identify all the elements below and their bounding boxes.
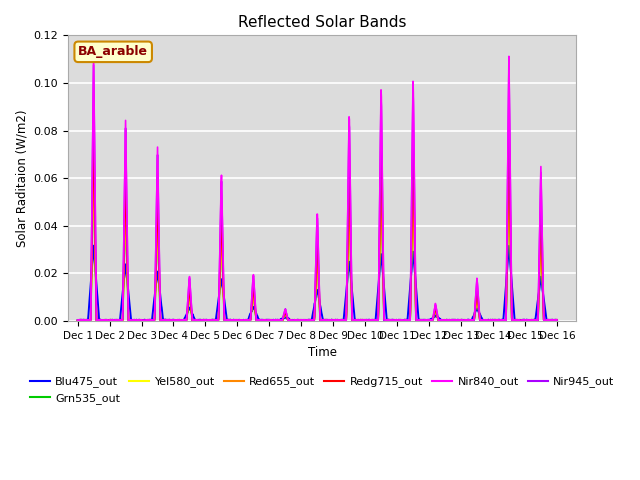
- Red655_out: [111, 317, 119, 323]
- Redg715_out: [111, 317, 119, 323]
- Red655_out: [287, 317, 295, 323]
- Blu475_out: [336, 318, 344, 324]
- Redg715_out: [347, 240, 355, 246]
- Grn535_out: [296, 317, 304, 323]
- Line: Blu475_out: Blu475_out: [77, 246, 557, 321]
- Nir945_out: [278, 318, 285, 324]
- Nir945_out: [111, 318, 119, 324]
- Yel580_out: [278, 318, 285, 324]
- Redg715_out: [353, 318, 361, 324]
- Blu475_out: [111, 317, 119, 323]
- Nir840_out: [204, 318, 212, 324]
- Blu475_out: [296, 318, 303, 324]
- Red655_out: [90, 156, 97, 161]
- Yel580_out: [347, 271, 355, 276]
- Nir840_out: [287, 317, 295, 323]
- Title: Reflected Solar Bands: Reflected Solar Bands: [238, 15, 406, 30]
- Blu475_out: [74, 317, 81, 323]
- Nir840_out: [131, 318, 138, 324]
- Nir840_out: [74, 317, 81, 323]
- Yel580_out: [553, 317, 561, 323]
- Red655_out: [296, 318, 303, 324]
- Nir945_out: [287, 317, 295, 323]
- Grn535_out: [278, 318, 285, 324]
- X-axis label: Time: Time: [308, 346, 337, 359]
- Grn535_out: [111, 318, 119, 324]
- Line: Grn535_out: Grn535_out: [77, 171, 557, 321]
- Red655_out: [553, 318, 561, 324]
- Nir840_out: [90, 52, 97, 58]
- Redg715_out: [90, 124, 97, 130]
- Blu475_out: [131, 317, 138, 323]
- Yel580_out: [90, 164, 97, 169]
- Blu475_out: [277, 317, 285, 323]
- Nir945_out: [140, 318, 148, 324]
- Line: Red655_out: Red655_out: [77, 158, 557, 321]
- Redg715_out: [287, 317, 295, 323]
- Grn535_out: [553, 317, 561, 323]
- Grn535_out: [347, 272, 355, 277]
- Grn535_out: [74, 317, 81, 323]
- Red655_out: [277, 317, 285, 323]
- Grn535_out: [116, 318, 124, 324]
- Redg715_out: [74, 318, 81, 324]
- Nir945_out: [131, 317, 138, 323]
- Nir945_out: [74, 317, 81, 323]
- Yel580_out: [131, 317, 138, 323]
- Blu475_out: [90, 243, 97, 249]
- Grn535_out: [90, 168, 97, 174]
- Line: Redg715_out: Redg715_out: [77, 127, 557, 321]
- Red655_out: [397, 318, 404, 324]
- Yel580_out: [111, 317, 119, 323]
- Nir840_out: [278, 318, 285, 324]
- Nir840_out: [111, 317, 119, 323]
- Grn535_out: [287, 317, 295, 323]
- Yel580_out: [163, 318, 171, 324]
- Text: BA_arable: BA_arable: [78, 45, 148, 58]
- Yel580_out: [287, 317, 295, 323]
- Grn535_out: [131, 317, 139, 323]
- Line: Nir945_out: Nir945_out: [77, 65, 557, 321]
- Redg715_out: [553, 317, 561, 323]
- Red655_out: [74, 317, 81, 323]
- Nir945_out: [296, 317, 304, 323]
- Redg715_out: [131, 318, 138, 324]
- Red655_out: [131, 317, 138, 323]
- Legend: Blu475_out, Grn535_out, Yel580_out, Red655_out, Redg715_out, Nir840_out, Nir945_: Blu475_out, Grn535_out, Yel580_out, Red6…: [25, 372, 619, 408]
- Nir945_out: [553, 317, 561, 323]
- Y-axis label: Solar Raditaion (W/m2): Solar Raditaion (W/m2): [15, 109, 28, 247]
- Nir840_out: [347, 235, 355, 241]
- Nir840_out: [553, 317, 561, 323]
- Line: Nir840_out: Nir840_out: [77, 55, 557, 321]
- Red655_out: [347, 253, 355, 259]
- Nir945_out: [90, 62, 97, 68]
- Yel580_out: [74, 317, 81, 323]
- Blu475_out: [287, 317, 295, 323]
- Yel580_out: [296, 318, 304, 324]
- Blu475_out: [347, 276, 355, 282]
- Redg715_out: [277, 317, 285, 323]
- Nir840_out: [296, 318, 304, 324]
- Line: Yel580_out: Yel580_out: [77, 167, 557, 321]
- Blu475_out: [553, 318, 561, 324]
- Nir945_out: [347, 240, 355, 245]
- Redg715_out: [296, 318, 303, 324]
